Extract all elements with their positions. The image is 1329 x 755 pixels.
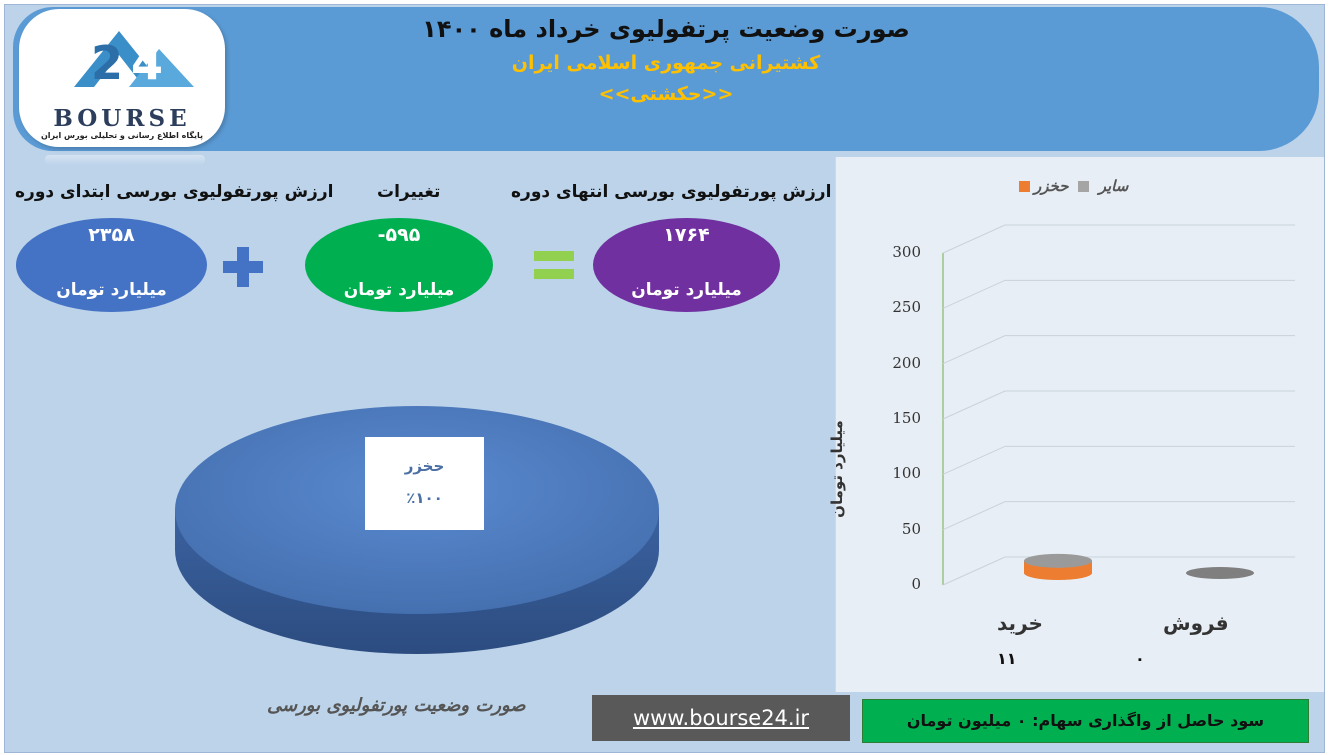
logo-wordmark: BOURSE <box>53 105 191 132</box>
trade-chart-panel <box>835 157 1324 692</box>
header-banner: صورت وضعیت پرتفولیوی خرداد ماه ۱۴۰۰ کشتی… <box>13 7 1319 151</box>
y-tick-label: 250 <box>892 298 921 317</box>
gridline-150 <box>942 390 1295 420</box>
logo-mark-icon: 2 4 <box>74 31 194 90</box>
gridline-200 <box>942 335 1295 365</box>
change-label: تغییرات <box>377 182 441 202</box>
start-value-unit: میلیارد تومان <box>56 280 167 300</box>
y-tick-label: 0 <box>911 575 921 593</box>
change-ellipse: -۵۹۵ میلیارد تومان <box>305 218 493 312</box>
legend-swatch-hkhazar <box>1078 181 1090 192</box>
company-name: کشتیرانی جمهوری اسلامی ایران <box>511 52 821 74</box>
data-label-buy: ۱۱ <box>997 649 1017 668</box>
change-value: -۵۹۵ <box>377 224 421 246</box>
start-value: ۲۳۵۸ <box>88 224 135 246</box>
page-title: صورت وضعیت پرتفولیوی خرداد ماه ۱۴۰۰ <box>422 15 910 43</box>
svg-text:2: 2 <box>91 36 123 90</box>
change-unit: میلیارد تومان <box>343 280 455 300</box>
gridline-50 <box>942 501 1295 531</box>
pie-data-label: حخزر ٪۱۰۰ <box>365 437 484 530</box>
y-tick-label: 50 <box>901 519 921 538</box>
x-category-buy: خرید <box>997 611 1043 635</box>
legend-swatch-other <box>1019 181 1030 192</box>
end-value-unit: میلیارد تومان <box>631 280 742 300</box>
ticker-symbol: <<حکشتی>> <box>598 83 734 105</box>
portfolio-caption: صورت وضعیت پورتفولیوی بورسی <box>267 695 526 716</box>
start-value-ellipse: ۲۳۵۸ میلیارد تومان <box>16 218 207 312</box>
pie-slice-name: حخزر <box>404 457 445 475</box>
gridline-250 <box>942 279 1295 309</box>
bar-top-0-1 <box>1024 553 1092 568</box>
bar-base-0-1 <box>1024 566 1092 580</box>
legend-hkhazar: حخزر <box>1034 177 1069 195</box>
y-tick-label: 300 <box>892 243 921 261</box>
bar-zero-1 <box>1186 567 1254 579</box>
gridline-0 <box>942 556 1295 586</box>
profit-summary: سود حاصل از واگذاری سهام: ۰ میلیون تومان <box>862 699 1309 743</box>
legend-other: سایر <box>1098 177 1129 195</box>
trade-bar-chart <box>942 224 1295 586</box>
y-tick-label: 200 <box>892 353 921 372</box>
plus-icon <box>223 247 263 287</box>
logo-tagline: پایگاه اطلاع رسانی و تحلیلی بورس ایران <box>40 131 204 140</box>
x-category-sell: فروش <box>1163 611 1229 635</box>
data-label-sell: ۰ <box>1135 649 1145 668</box>
gridline-300 <box>942 224 1295 254</box>
start-value-label: ارزش پورتفولیوی بورسی ابتدای دوره <box>15 182 334 202</box>
y-tick-label: 100 <box>892 464 921 483</box>
gridline-100 <box>942 445 1295 475</box>
y-axis-label: میلیارد تومان <box>828 420 846 518</box>
end-value: ۱۷۶۴ <box>663 224 710 246</box>
bourse24-logo[interactable]: 2 4 BOURSE پایگاه اطلاع رسانی و تحلیلی ب… <box>19 9 225 147</box>
svg-text:4: 4 <box>131 36 163 90</box>
logo-reflection <box>45 155 205 165</box>
end-value-ellipse: ۱۷۶۴ میلیارد تومان <box>593 218 780 312</box>
dashboard-frame: صورت وضعیت پرتفولیوی خرداد ماه ۱۴۰۰ کشتی… <box>4 4 1325 753</box>
end-value-label: ارزش پورتفولیوی بورسی انتهای دوره <box>511 182 832 202</box>
chart-legend: سایر حخزر <box>1015 177 1128 195</box>
pie-slice-percent: ٪۱۰۰ <box>406 489 443 507</box>
portfolio-pie-chart <box>175 406 659 654</box>
equals-icon <box>534 251 574 279</box>
website-link[interactable]: www.bourse24.ir <box>592 695 850 741</box>
y-tick-label: 150 <box>892 409 921 427</box>
